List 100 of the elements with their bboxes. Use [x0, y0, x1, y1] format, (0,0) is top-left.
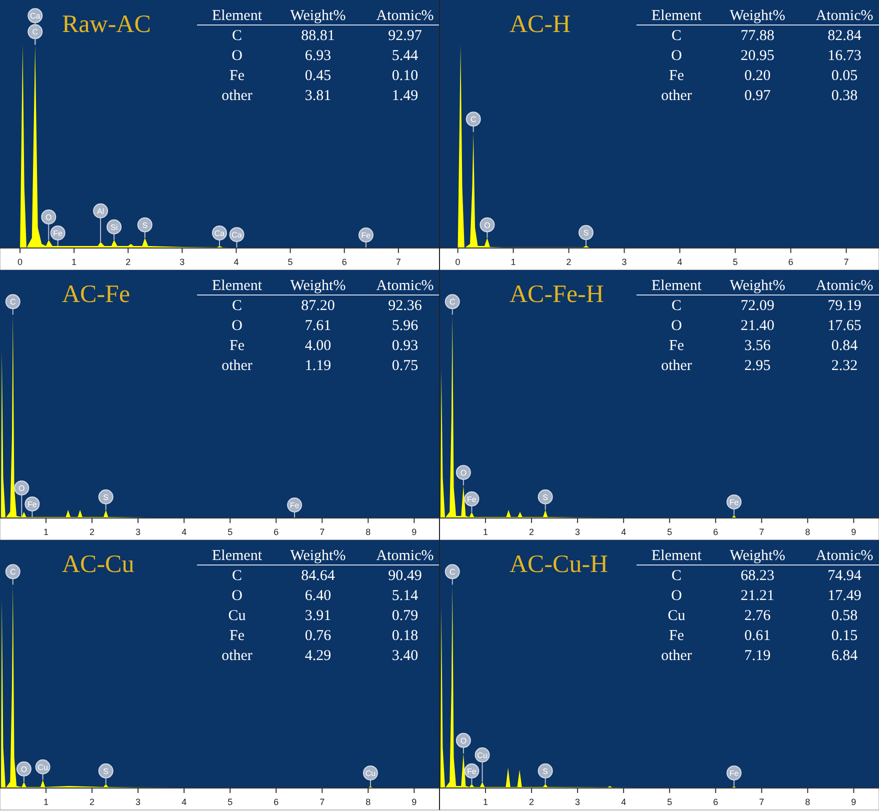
- annotation: 2.95: [744, 358, 771, 374]
- x-tick-label: 5: [667, 527, 672, 537]
- text: C: [671, 568, 682, 584]
- annotation: S: [103, 766, 109, 776]
- annotation: 6.40: [304, 588, 332, 604]
- x-tick-label: 8: [805, 797, 810, 807]
- annotation: 0.79: [392, 608, 418, 624]
- text: 88.81: [301, 28, 335, 44]
- annotation: O: [671, 48, 682, 64]
- annotation: O: [671, 588, 682, 604]
- text: Atomic%: [816, 278, 874, 294]
- text: Atomic%: [376, 278, 434, 294]
- chart-title: AC-Cu-H: [510, 551, 608, 578]
- x-tick-label: 7: [320, 527, 325, 537]
- chart-title: AC-H: [510, 11, 571, 38]
- x-tick-label: 6: [713, 527, 718, 537]
- x-tick-label: 1: [44, 527, 49, 537]
- x-tick-label: 5: [667, 797, 672, 807]
- text: C: [671, 28, 682, 44]
- x-tick-label: 4: [182, 527, 187, 537]
- annotation: Cu: [228, 608, 246, 624]
- annotation: C: [10, 568, 16, 577]
- annotation: O: [671, 318, 682, 334]
- text: 90.49: [388, 568, 422, 584]
- text: Weight%: [730, 548, 786, 564]
- x-tick-label: 7: [759, 527, 764, 537]
- text: 84.64: [301, 568, 336, 584]
- annotation: C: [449, 298, 456, 307]
- x-tick-label: 9: [412, 797, 417, 807]
- annotation: O: [46, 212, 52, 222]
- annotation: O: [232, 588, 243, 604]
- annotation: Fe: [53, 228, 64, 238]
- x-tick-label: 2: [566, 257, 572, 267]
- text: Element: [212, 8, 263, 24]
- annotation: S: [542, 766, 548, 776]
- annotation: Fe: [361, 231, 372, 240]
- x-tick-label: 0: [17, 257, 23, 267]
- annotation: Fe: [669, 628, 684, 644]
- annotation: 0.20: [744, 68, 771, 84]
- x-tick-label: 1: [483, 527, 488, 537]
- text: Weight%: [290, 8, 346, 24]
- annotation: Fe: [230, 68, 245, 84]
- x-tick-label: 6: [788, 257, 794, 267]
- chart-title: AC-Cu: [62, 551, 135, 578]
- text: C: [671, 298, 682, 314]
- annotation: Fe: [290, 501, 300, 510]
- annotation: 5.14: [392, 588, 419, 604]
- chart-title: Raw-AC: [62, 11, 151, 38]
- text: Weight%: [730, 8, 786, 24]
- annotation: 5.44: [392, 48, 419, 64]
- x-tick-label: 3: [575, 797, 580, 807]
- annotation: Fe: [230, 628, 245, 644]
- annotation: 0.76: [304, 628, 332, 644]
- x-tick-label: 8: [366, 527, 371, 537]
- x-tick-label: 4: [621, 797, 626, 807]
- annotation: C: [470, 115, 476, 124]
- annotation: Ca: [30, 12, 41, 21]
- annotation: 0.38: [831, 88, 858, 104]
- annotation: C: [449, 568, 456, 577]
- text: Atomic%: [376, 8, 434, 24]
- annotation: 0.61: [744, 628, 771, 644]
- text: Element: [212, 278, 263, 294]
- annotation: Ca: [232, 230, 242, 240]
- x-tick-label: 2: [90, 797, 95, 807]
- x-tick-label: 4: [677, 257, 682, 267]
- x-tick-label: 5: [288, 257, 293, 267]
- text: Weight%: [730, 278, 786, 294]
- annotation: Cu: [477, 750, 488, 760]
- annotation: Cu: [668, 608, 686, 624]
- annotation: 0.18: [392, 628, 418, 644]
- x-tick-label: 5: [228, 527, 233, 537]
- annotation: Fe: [28, 500, 38, 509]
- annotation: Cu: [38, 762, 48, 772]
- x-tick-label: 0: [455, 257, 460, 267]
- x-tick-label: 8: [366, 797, 371, 807]
- annotation: 3.40: [392, 648, 418, 664]
- x-tick-label: 9: [412, 527, 417, 537]
- annotation: other: [222, 358, 252, 374]
- text: 92.97: [388, 28, 422, 44]
- annotation: Fe: [669, 338, 684, 354]
- annotation: O: [232, 48, 243, 64]
- annotation: 17.49: [828, 588, 862, 604]
- annotation: 3.81: [304, 88, 332, 104]
- annotation: 20.95: [740, 48, 774, 64]
- x-tick-label: 2: [529, 527, 534, 537]
- text: C: [232, 568, 242, 584]
- annotation: other: [661, 358, 692, 374]
- annotation: 6.84: [831, 648, 858, 664]
- annotation: 3.56: [744, 338, 772, 354]
- annotation: O: [232, 318, 243, 334]
- annotation: other: [222, 648, 252, 664]
- x-tick-label: 6: [713, 797, 718, 807]
- chart-title: AC-Fe-H: [510, 281, 604, 308]
- annotation: 0.15: [831, 628, 858, 644]
- x-tick-label: 7: [320, 797, 325, 807]
- x-tick-label: 4: [234, 257, 239, 267]
- x-tick-label: 7: [759, 797, 764, 807]
- annotation: 17.65: [828, 318, 862, 334]
- x-tick-label: 3: [575, 527, 580, 537]
- x-tick-label: 6: [274, 797, 279, 807]
